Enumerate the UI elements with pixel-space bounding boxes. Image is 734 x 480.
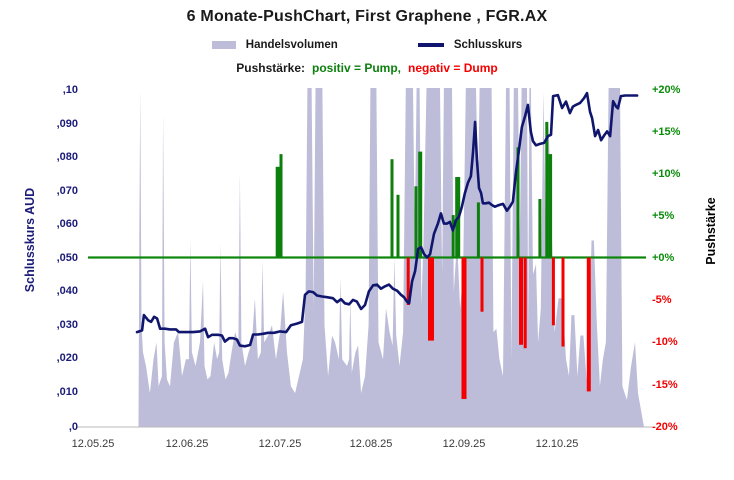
- right-axis-tick: -5%: [652, 294, 672, 306]
- right-axis-tick: -15%: [652, 379, 678, 391]
- right-axis-tick: +15%: [652, 126, 681, 138]
- pump-bar: [545, 121, 549, 258]
- pump-bar: [516, 147, 520, 258]
- push-legend-prefix: Pushstärke:: [236, 61, 305, 75]
- x-axis-tick: 12.07.25: [258, 438, 302, 450]
- x-axis-tick: 12.06.25: [165, 438, 209, 450]
- dump-bar: [480, 257, 484, 312]
- legend-row-1: Handelsvolumen Schlusskurs: [0, 39, 734, 51]
- pump-bar: [396, 194, 400, 258]
- pump-bar: [279, 154, 283, 258]
- dump-bar: [561, 257, 565, 347]
- x-axis-tick: 12.10.25: [535, 438, 579, 450]
- right-axis-tick: -20%: [652, 421, 678, 433]
- pump-bar: [451, 215, 455, 258]
- left-axis-title: Schlusskurs AUD: [23, 187, 37, 293]
- right-axis-title: Pushstärke: [704, 197, 718, 265]
- right-axis-tick: +10%: [652, 168, 681, 180]
- right-axis-tick: -10%: [652, 336, 678, 348]
- pump-bar: [275, 166, 280, 258]
- left-axis-tick: ,030: [56, 319, 78, 331]
- dump-bar: [551, 257, 555, 326]
- right-axis-tick: +0%: [652, 252, 675, 264]
- left-axis-tick: ,060: [56, 218, 78, 230]
- x-axis-tick: 12.05.25: [71, 438, 115, 450]
- left-axis-tick: ,070: [56, 185, 78, 197]
- pump-bar: [538, 199, 542, 258]
- left-axis-tick: ,10: [62, 84, 78, 96]
- left-axis-tick: ,080: [56, 151, 78, 163]
- legend-row-2: Pushstärke: positiv = Pump, negativ = Du…: [0, 61, 734, 75]
- pump-bar: [476, 202, 480, 258]
- right-axis-tick: +5%: [652, 210, 675, 222]
- left-axis-tick: ,010: [56, 386, 78, 398]
- left-axis-tick: ,050: [56, 252, 78, 264]
- x-axis-tick: 12.09.25: [442, 438, 486, 450]
- volume-legend-label: Handelsvolumen: [245, 39, 338, 51]
- dump-bar: [586, 257, 591, 392]
- pump-bar: [390, 159, 394, 258]
- pump-bar: [414, 186, 418, 258]
- left-axis-tick: ,020: [56, 352, 78, 364]
- pump-bar: [548, 154, 553, 258]
- chart-title: 6 Monate-PushChart, First Graphene , FGR…: [186, 8, 548, 25]
- pump-legend-label: positiv = Pump,: [312, 61, 402, 75]
- dump-bar: [461, 257, 467, 399]
- left-axis-tick: ,0: [68, 421, 78, 433]
- x-axis-baseline: [76, 426, 652, 428]
- dump-bar: [428, 257, 434, 341]
- close-legend-swatch: [417, 43, 444, 47]
- close-price-line: [135, 91, 639, 348]
- pump-bar: [418, 151, 423, 258]
- close-legend-label: Schlusskurs: [453, 39, 523, 51]
- x-axis-tick: 12.08.25: [349, 438, 393, 450]
- volume-legend-swatch: [211, 41, 236, 49]
- left-axis-tick: ,090: [56, 118, 78, 130]
- left-axis-tick: ,040: [56, 285, 78, 297]
- right-axis-tick: +20%: [652, 84, 681, 96]
- dump-bar: [406, 257, 410, 305]
- dump-bar: [523, 257, 527, 349]
- zero-percent-line: [88, 256, 646, 259]
- dump-bar: [519, 257, 523, 345]
- dump-legend-label: negativ = Dump: [408, 61, 498, 75]
